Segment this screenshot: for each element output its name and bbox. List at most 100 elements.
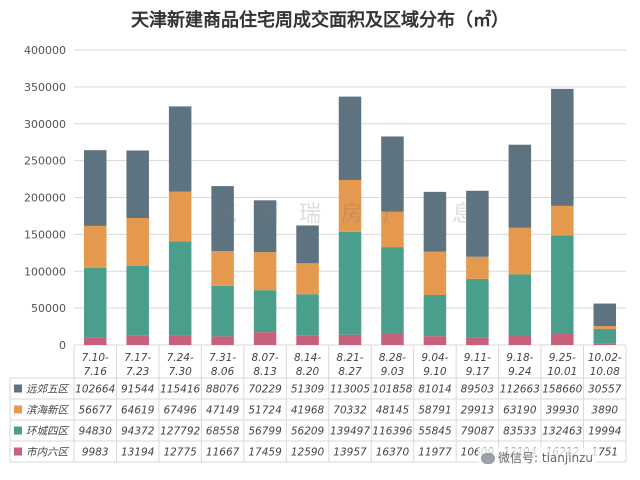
bar-segment	[253, 332, 277, 345]
table-value: 9983	[82, 447, 109, 459]
bar-segment	[381, 136, 404, 212]
x-tick-label: 9.24	[508, 366, 531, 378]
y-tick-label: 250000	[24, 155, 66, 168]
table-value: 56677	[79, 405, 113, 417]
bar-segment	[83, 267, 107, 338]
legend-key	[14, 405, 22, 414]
table-value: 29913	[461, 405, 494, 417]
x-tick-label: 7.31-	[209, 352, 236, 364]
x-tick-label: 7.23	[126, 366, 149, 378]
table-value: 115416	[160, 384, 200, 396]
table-value: 116396	[372, 426, 412, 438]
bar-segment	[423, 336, 447, 345]
x-tick-label: 9.03	[381, 366, 404, 378]
bar-segment	[508, 227, 532, 275]
x-tick-label: 7.16	[84, 366, 108, 378]
table-value: 70332	[333, 405, 367, 417]
x-tick-label: 8.20	[296, 366, 320, 378]
x-tick-label: 9.25-	[549, 352, 576, 364]
bar-segment	[211, 336, 234, 345]
bar-segment	[593, 343, 617, 345]
bar-segment	[381, 332, 404, 345]
bar-segment	[338, 334, 362, 345]
wechat-icon	[481, 453, 495, 464]
table-value: 1751	[591, 447, 618, 459]
table-value: 94830	[79, 426, 113, 438]
table-value: 12775	[163, 447, 197, 459]
bar-segment	[338, 96, 362, 180]
table-value: 13194	[121, 447, 154, 459]
bar-segment	[296, 225, 319, 264]
bar-segment	[83, 225, 107, 268]
bar-segment	[168, 106, 192, 192]
bar-segment	[551, 235, 574, 334]
legend-key	[14, 447, 22, 456]
bar-segment	[211, 285, 234, 337]
table-value: 101858	[372, 384, 412, 396]
table-value: 127792	[160, 426, 200, 438]
bar-segment	[466, 337, 489, 345]
bar-segment	[168, 191, 192, 242]
x-tick-label: 7.24-	[167, 352, 194, 364]
bar-segment	[126, 265, 149, 336]
bar-segment	[83, 337, 107, 345]
bar-segment	[381, 247, 404, 333]
table-value: 83533	[503, 426, 536, 438]
bar-segment	[211, 251, 234, 286]
bar-segment	[551, 333, 574, 345]
table-value: 68558	[206, 426, 240, 438]
table-value: 13957	[333, 447, 367, 459]
table-value: 63190	[503, 405, 537, 417]
table-value: 51309	[291, 384, 325, 396]
y-tick-label: 50000	[31, 302, 66, 315]
table-value: 158660	[542, 384, 582, 396]
bar-segment	[508, 336, 532, 345]
table-value: 48145	[376, 405, 410, 417]
bar-segment	[126, 218, 149, 266]
legend-key	[14, 384, 22, 393]
x-tick-label: 8.28-	[379, 352, 406, 364]
x-tick-label: 9.04-	[421, 352, 448, 364]
table-value: 91544	[121, 384, 154, 396]
table-value: 19994	[588, 426, 621, 438]
bar-segment	[423, 294, 447, 337]
table-value: 132463	[542, 426, 582, 438]
bar-segment	[551, 88, 574, 206]
x-tick-label: 10.08	[590, 366, 620, 378]
table-value: 51724	[248, 405, 281, 417]
bar-segment	[508, 144, 532, 228]
bar-segment	[126, 335, 149, 345]
table-value: 39930	[546, 405, 580, 417]
table-value: 112663	[500, 384, 540, 396]
y-tick-label: 200000	[24, 192, 66, 205]
table-value: 64619	[121, 405, 155, 417]
y-tick-label: 100000	[24, 265, 66, 278]
table-value: 55845	[418, 426, 452, 438]
table-value: 17459	[248, 447, 282, 459]
table-value: 89503	[461, 384, 494, 396]
x-tick-label: 10.02-	[588, 352, 622, 364]
x-tick-label: 9.11-	[464, 352, 491, 364]
bar-segment	[466, 190, 489, 257]
y-tick-label: 350000	[24, 81, 66, 94]
table-value: 30557	[588, 384, 622, 396]
y-tick-label: 300000	[24, 118, 66, 131]
table-value: 81014	[418, 384, 451, 396]
y-tick-label: 400000	[24, 44, 66, 57]
bar-segment	[296, 263, 319, 295]
watermark: 克而瑞房产 息	[215, 202, 494, 227]
table-value: 79087	[461, 426, 495, 438]
y-tick-label: 150000	[24, 228, 66, 241]
wechat-badge: 微信号: tianjinzu	[478, 448, 597, 467]
bar-segment	[466, 256, 489, 279]
table-value: 88076	[206, 384, 240, 396]
legend-label: 市内六区	[26, 447, 69, 459]
table-value: 3890	[591, 405, 618, 417]
x-tick-label: 7.10-	[82, 352, 109, 364]
table-value: 41968	[291, 405, 325, 417]
table-value: 16370	[376, 447, 410, 459]
table-value: 47149	[206, 405, 240, 417]
x-tick-label: 7.30	[168, 366, 192, 378]
table-value: 139497	[330, 426, 370, 438]
